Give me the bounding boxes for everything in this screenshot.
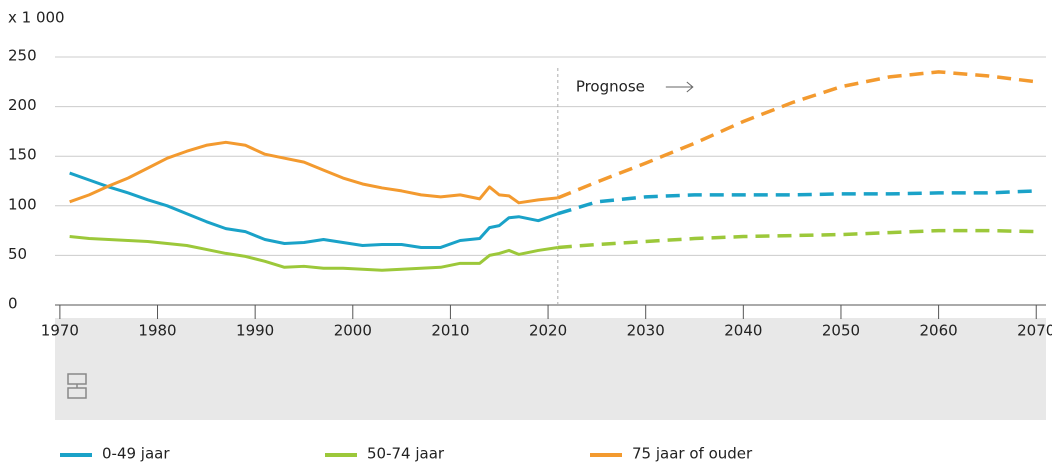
legend-label: 0-49 jaar bbox=[102, 445, 170, 463]
y-tick-label: 250 bbox=[8, 47, 37, 65]
annotation-arrow bbox=[665, 81, 694, 93]
x-tick-label: 2000 bbox=[334, 322, 372, 340]
footer-band bbox=[55, 318, 1046, 420]
legend-label: 75 jaar of ouder bbox=[632, 445, 753, 463]
forecast-line bbox=[557, 70, 1037, 200]
y-axis-label: x 1 000 bbox=[8, 9, 65, 27]
series-line bbox=[69, 171, 559, 249]
x-tick-label: 2010 bbox=[431, 322, 469, 340]
forecast-line bbox=[557, 228, 1037, 250]
y-tick-label: 200 bbox=[8, 96, 37, 114]
y-tick-label: 50 bbox=[8, 245, 27, 263]
y-tick-label: 150 bbox=[8, 146, 37, 164]
x-tick-label: 1970 bbox=[41, 322, 79, 340]
series-line bbox=[69, 235, 559, 272]
y-tick-label: 0 bbox=[8, 295, 18, 313]
x-tick-label: 1990 bbox=[236, 322, 274, 340]
series-line bbox=[69, 140, 558, 205]
y-tick-label: 100 bbox=[8, 195, 37, 213]
x-tick-label: 1980 bbox=[138, 322, 176, 340]
x-tick-label: 2040 bbox=[724, 322, 762, 340]
x-tick-label: 2050 bbox=[822, 322, 860, 340]
x-tick-label: 2020 bbox=[529, 322, 567, 340]
x-tick-label: 2060 bbox=[920, 322, 958, 340]
x-tick-label: 2030 bbox=[627, 322, 665, 340]
legend-label: 50-74 jaar bbox=[367, 445, 445, 463]
forecast-line bbox=[557, 189, 1037, 216]
cbs-logo bbox=[67, 373, 87, 399]
annotation: Prognose bbox=[576, 78, 645, 96]
x-tick-label: 2070 bbox=[1017, 322, 1052, 340]
